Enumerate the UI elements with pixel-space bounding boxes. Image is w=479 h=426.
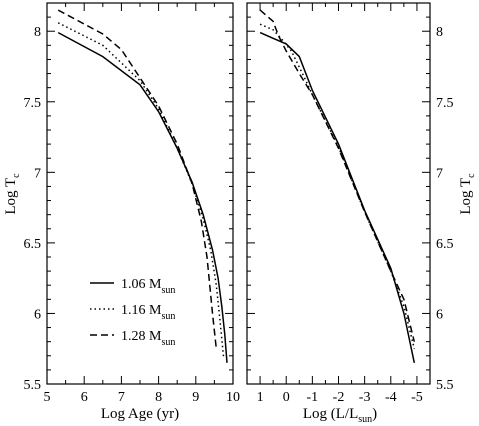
y-tick-label: 6 (436, 307, 443, 322)
y-tick-label: 7.5 (436, 96, 454, 111)
series-line-solid (57, 31, 228, 363)
legend-entry-dotted: 1.16 Msun (90, 303, 175, 322)
left-series-lines (57, 9, 228, 363)
x-tick-label: 10 (226, 390, 240, 405)
x-tick-label: 5 (44, 390, 51, 405)
y-tick-label: 6 (34, 307, 41, 322)
series-line-dashed (259, 9, 416, 342)
x-tick-label: 8 (155, 390, 162, 405)
left-tick-labels: 5 6 7 8 9 10 5.5 6 6.5 7 7.5 8 (24, 25, 241, 405)
left-x-axis-label: Log Age (yr) (101, 406, 179, 422)
legend-label-solid: 1.06 Msun (121, 277, 175, 296)
right-plot-frame (246, 2, 431, 385)
y-tick-label: 8 (34, 25, 41, 40)
x-tick-label: 7 (118, 390, 125, 405)
x-tick-label: 9 (192, 390, 199, 405)
legend-label-dashed: 1.28 Msun (121, 329, 175, 348)
y-tick-label: 7.5 (24, 96, 42, 111)
right-ticks (247, 3, 430, 385)
x-tick-label: -2 (333, 390, 345, 405)
right-series-lines (259, 9, 416, 363)
left-panel: 5 6 7 8 9 105.566.577.58 Log Age (yr) Log Tc … (3, 2, 241, 422)
x-tick-label: 1 (257, 390, 264, 405)
legend-label-dotted: 1.16 Msun (121, 303, 175, 322)
series-line-dashed (57, 9, 218, 349)
x-tick-label: 0 (283, 390, 290, 405)
x-tick-label: -3 (359, 390, 371, 405)
x-tick-label: -4 (385, 390, 397, 405)
series-line-dotted (259, 23, 416, 349)
left-y-axis-label: Log Tc (3, 173, 22, 215)
right-x-axis-label: Log (L/Lsun) (303, 406, 377, 425)
legend-entry-solid: 1.06 Msun (90, 277, 175, 296)
legend-entry-dashed: 1.28 Msun (90, 329, 175, 348)
y-tick-label: 6.5 (436, 237, 454, 252)
y-tick-label: 5.5 (436, 378, 454, 393)
legend: 1.06 Msun 1.16 Msun 1.28 Msun (90, 277, 175, 348)
y-tick-label: 7 (34, 166, 41, 181)
right-tick-labels: 1 0 -1 -2 -3 -4 -5 5.5 6 6.5 7 7.5 8 (257, 25, 454, 405)
x-tick-label: -1 (307, 390, 319, 405)
y-tick-label: 6.5 (24, 237, 42, 252)
y-tick-label: 8 (436, 25, 443, 40)
x-tick-label: 6 (81, 390, 88, 405)
right-y-axis-label: Log Tc (458, 173, 477, 215)
left-ticks (46, 3, 234, 385)
right-panel: 1 0 -1 -2 -3 -4 -5 5.5 6 6.5 7 7.5 8 Log (L/Lsun) Lo… (246, 2, 477, 425)
left-plot-frame (46, 2, 234, 385)
series-line-solid (259, 31, 416, 363)
y-tick-label: 5.5 (24, 378, 42, 393)
y-tick-label: 7 (436, 166, 443, 181)
series-line-dotted (57, 22, 225, 359)
x-tick-label: -5 (411, 390, 423, 405)
